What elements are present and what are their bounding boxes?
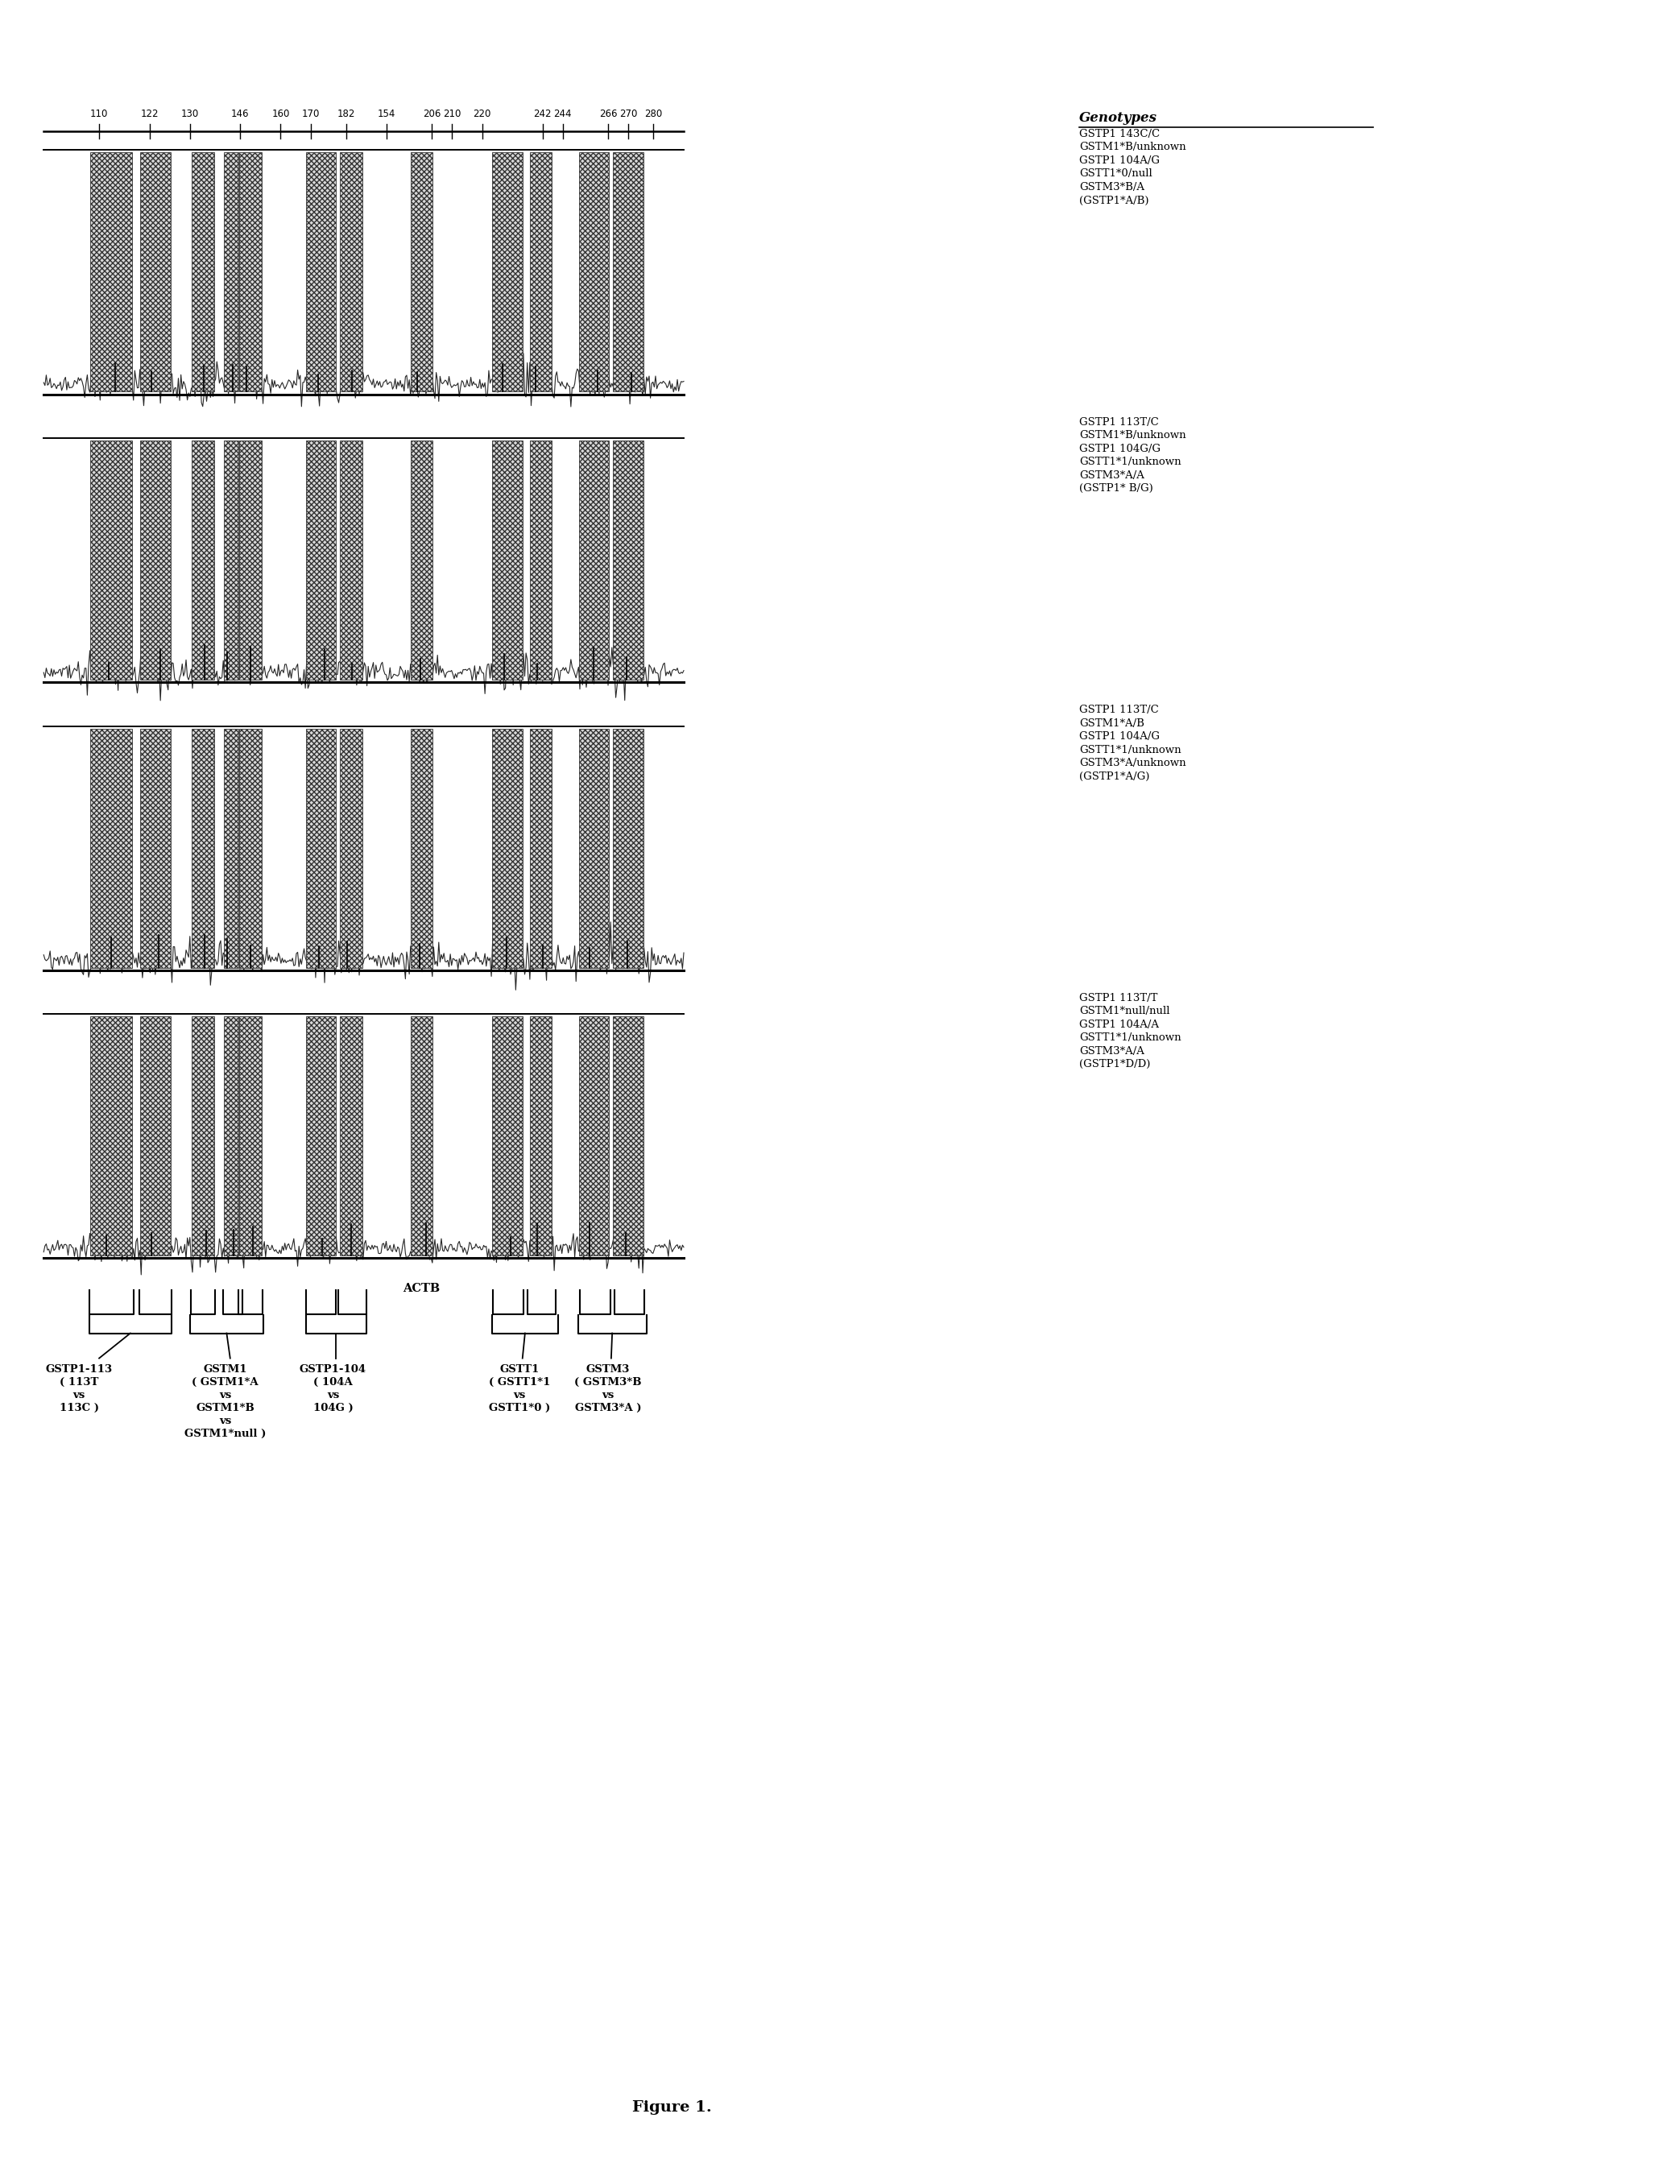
Bar xyxy=(91,729,133,968)
Text: GSTP1-113
( 113T
vs
113C ): GSTP1-113 ( 113T vs 113C ) xyxy=(45,1365,113,1413)
Text: GSTP1 113T/C
GSTM1*B/unknown
GSTP1 104G/G
GSTT1*1/unknown
GSTM3*A/A
(GSTP1* B/G): GSTP1 113T/C GSTM1*B/unknown GSTP1 104G/… xyxy=(1080,417,1186,494)
Text: 154: 154 xyxy=(378,109,395,118)
Text: 242: 242 xyxy=(534,109,551,118)
Bar xyxy=(613,729,643,968)
Text: GSTP1-104
( 104A
vs
104G ): GSTP1-104 ( 104A vs 104G ) xyxy=(299,1365,366,1413)
Bar xyxy=(492,441,522,679)
Bar xyxy=(223,1016,239,1256)
Text: Figure 1.: Figure 1. xyxy=(632,2101,712,2114)
Bar xyxy=(339,1016,363,1256)
Bar xyxy=(306,729,336,968)
Bar xyxy=(91,153,133,391)
Bar xyxy=(239,1016,262,1256)
Bar xyxy=(529,729,551,968)
Bar xyxy=(239,153,262,391)
Bar xyxy=(192,441,213,679)
Text: GSTM1
( GSTM1*A
vs
GSTM1*B
vs
GSTM1*null ): GSTM1 ( GSTM1*A vs GSTM1*B vs GSTM1*null… xyxy=(185,1365,265,1439)
Bar xyxy=(580,1016,610,1256)
Bar xyxy=(192,729,213,968)
Bar xyxy=(410,1016,433,1256)
Bar xyxy=(339,729,363,968)
Bar xyxy=(239,441,262,679)
Text: ACTB: ACTB xyxy=(403,1284,440,1295)
Bar xyxy=(529,153,551,391)
Bar xyxy=(141,1016,171,1256)
Bar xyxy=(91,441,133,679)
Bar xyxy=(529,1016,551,1256)
Text: GSTP1 113T/C
GSTM1*A/B
GSTP1 104A/G
GSTT1*1/unknown
GSTM3*A/unknown
(GSTP1*A/G): GSTP1 113T/C GSTM1*A/B GSTP1 104A/G GSTT… xyxy=(1080,705,1186,782)
Bar xyxy=(580,729,610,968)
Bar xyxy=(492,153,522,391)
Bar xyxy=(141,153,171,391)
Bar xyxy=(239,729,262,968)
Bar xyxy=(410,441,433,679)
Text: 130: 130 xyxy=(181,109,198,118)
Text: GSTT1
( GSTT1*1
vs
GSTT1*0 ): GSTT1 ( GSTT1*1 vs GSTT1*0 ) xyxy=(489,1365,551,1413)
Bar xyxy=(223,441,239,679)
Text: 206: 206 xyxy=(423,109,440,118)
Bar xyxy=(613,153,643,391)
Bar xyxy=(91,1016,133,1256)
Text: Genotypes: Genotypes xyxy=(1080,111,1158,124)
Bar xyxy=(339,153,363,391)
Bar xyxy=(580,153,610,391)
Text: GSTP1 113T/T
GSTM1*null/null
GSTP1 104A/A
GSTT1*1/unknown
GSTM3*A/A
(GSTP1*D/D): GSTP1 113T/T GSTM1*null/null GSTP1 104A/… xyxy=(1080,994,1181,1070)
Text: 280: 280 xyxy=(645,109,662,118)
Bar xyxy=(141,729,171,968)
Bar xyxy=(410,729,433,968)
Text: 270: 270 xyxy=(620,109,637,118)
Text: 110: 110 xyxy=(91,109,108,118)
Bar xyxy=(613,441,643,679)
Bar xyxy=(192,153,213,391)
Text: GSTP1 143C/C
GSTM1*B/unknown
GSTP1 104A/G
GSTT1*0/null
GSTM3*B/A
(GSTP1*A/B): GSTP1 143C/C GSTM1*B/unknown GSTP1 104A/… xyxy=(1080,129,1186,205)
Text: 220: 220 xyxy=(474,109,491,118)
Text: 146: 146 xyxy=(232,109,249,118)
Text: 182: 182 xyxy=(338,109,354,118)
Bar xyxy=(492,1016,522,1256)
Bar xyxy=(306,153,336,391)
Text: 266: 266 xyxy=(600,109,617,118)
Bar xyxy=(613,1016,643,1256)
Bar xyxy=(192,1016,213,1256)
Text: 244: 244 xyxy=(554,109,571,118)
Bar xyxy=(492,729,522,968)
Text: 170: 170 xyxy=(302,109,319,118)
Text: 160: 160 xyxy=(272,109,289,118)
Text: 122: 122 xyxy=(141,109,158,118)
Text: GSTM3
( GSTM3*B
vs
GSTM3*A ): GSTM3 ( GSTM3*B vs GSTM3*A ) xyxy=(575,1365,642,1413)
Bar xyxy=(410,153,433,391)
Bar xyxy=(223,729,239,968)
Bar xyxy=(529,441,551,679)
Bar xyxy=(223,153,239,391)
Bar xyxy=(141,441,171,679)
Bar xyxy=(339,441,363,679)
Bar xyxy=(580,441,610,679)
Text: 210: 210 xyxy=(444,109,460,118)
Bar xyxy=(306,441,336,679)
Bar xyxy=(306,1016,336,1256)
